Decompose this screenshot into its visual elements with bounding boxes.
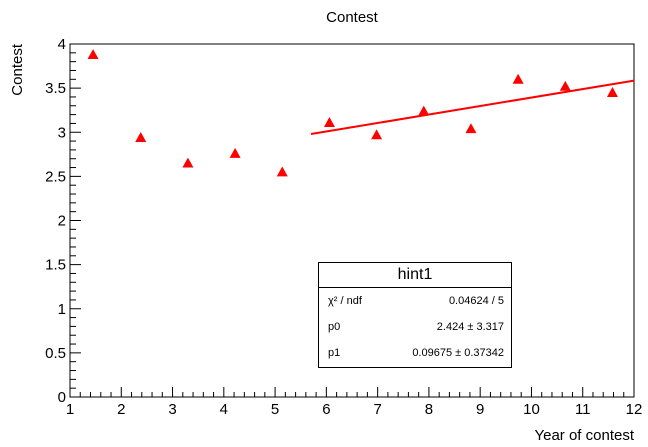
x-tick-label: 12 (626, 401, 643, 418)
x-axis: 1 2 3 4 5 6 7 8 9 10 11 12 (66, 387, 643, 418)
chart-title: Contest (326, 9, 379, 26)
stats-box: hint1 χ² / ndf 0.04624 / 5 p0 2.424 ± 3.… (318, 262, 512, 368)
data-point (607, 87, 618, 97)
stats-row-chi2: χ² / ndf 0.04624 / 5 (319, 288, 511, 314)
x-tick-label: 10 (523, 401, 540, 418)
x-tick-label: 11 (575, 401, 591, 418)
y-tick-label: 3 (58, 124, 66, 141)
data-point (277, 166, 288, 176)
data-points (88, 49, 618, 176)
x-tick-label: 9 (476, 401, 484, 418)
y-axis-label: Contest (9, 43, 26, 96)
y-tick-label: 0.5 (45, 345, 66, 362)
data-point (88, 49, 99, 59)
data-point (465, 123, 476, 133)
data-point (324, 117, 335, 127)
data-point (135, 132, 146, 142)
data-point (230, 148, 241, 158)
stats-value: 0.04624 / 5 (449, 288, 504, 314)
stats-row-p0: p0 2.424 ± 3.317 (319, 314, 511, 340)
y-tick-label: 1.5 (45, 257, 66, 274)
x-tick-label: 7 (373, 401, 381, 418)
y-tick-label: 2.5 (45, 168, 66, 185)
x-tick-label: 3 (168, 401, 176, 418)
x-tick-label: 2 (117, 401, 125, 418)
x-tick-label: 4 (220, 401, 228, 418)
stats-label: χ² / ndf (328, 288, 362, 314)
data-point (513, 74, 524, 84)
x-axis-label: Year of contest (534, 427, 634, 444)
y-tick-label: 3.5 (45, 80, 66, 97)
stats-row-p1: p1 0.09675 ± 0.37342 (319, 340, 511, 366)
y-tick-label: 0 (58, 389, 66, 406)
data-point (182, 158, 193, 168)
y-tick-label: 4 (58, 36, 66, 53)
data-point (418, 106, 429, 116)
y-tick-label: 2 (58, 213, 66, 230)
stats-title: hint1 (319, 263, 511, 288)
stats-label: p1 (328, 340, 340, 366)
stats-value: 0.09675 ± 0.37342 (412, 340, 504, 366)
y-axis: 0 0.5 1 1.5 2 2.5 3 3.5 4 (45, 36, 81, 406)
y-tick-label: 1 (58, 301, 66, 318)
x-tick-label: 5 (271, 401, 279, 418)
stats-value: 2.424 ± 3.317 (437, 314, 504, 340)
data-point (371, 129, 382, 139)
data-point (560, 81, 571, 91)
stats-label: p0 (328, 314, 340, 340)
x-tick-label: 8 (425, 401, 433, 418)
x-tick-label: 1 (66, 401, 74, 418)
x-tick-label: 6 (322, 401, 330, 418)
